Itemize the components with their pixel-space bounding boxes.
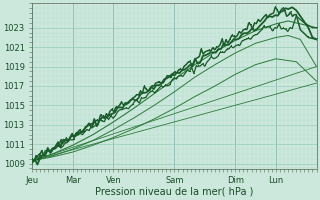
X-axis label: Pression niveau de la mer( hPa ): Pression niveau de la mer( hPa ) xyxy=(95,187,253,197)
